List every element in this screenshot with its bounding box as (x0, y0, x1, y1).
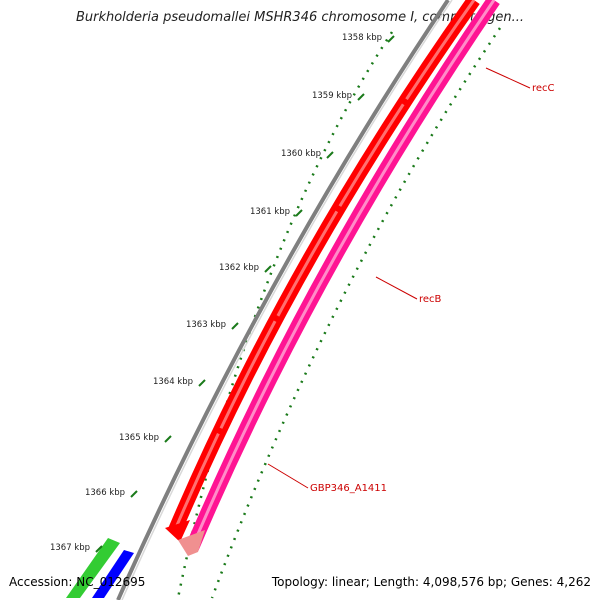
tick-label-1366: 1366 kbp (85, 488, 125, 498)
map-title: Burkholderia pseudomallei MSHR346 chromo… (75, 10, 525, 25)
tick-mark-1362 (264, 265, 272, 273)
gene-label-recC[interactable]: recC (532, 83, 555, 94)
tick-label-1363: 1363 kbp (186, 320, 226, 330)
accession-text: Accession: NC_012695 (9, 575, 146, 589)
cds-end-light (178, 530, 205, 556)
inner-ruler-dotted-line (210, 27, 502, 599)
leader-line-GBP346_A1411 (267, 463, 309, 489)
tick-layer: 1358 kbp 1359 kbp 1360 kbp 1361 kbp 1362 kbp… (50, 33, 395, 553)
gene-arrow-head (165, 520, 190, 542)
tick-mark-1360 (326, 151, 334, 159)
leader-line-recC (485, 67, 531, 89)
tick-label-1367: 1367 kbp (50, 543, 90, 553)
tick-mark-1363 (231, 322, 239, 330)
leader-line-recB (375, 276, 418, 300)
tick-label-1362: 1362 kbp (219, 263, 259, 273)
tick-label-1361: 1361 kbp (250, 207, 290, 217)
tick-mark-1366 (130, 490, 138, 498)
cds-track-pink (185, 0, 500, 551)
ruler-dotted-line (176, 31, 394, 599)
tick-mark-1364 (198, 379, 206, 387)
track-blue-feature (92, 550, 134, 598)
tick-label-1364: 1364 kbp (153, 377, 193, 387)
tick-mark-1367 (95, 545, 103, 553)
gene-label-layer: recC recB GBP346_A1411 (267, 67, 555, 494)
tick-mark-1361 (295, 209, 303, 217)
tick-mark-1365 (164, 435, 172, 443)
tick-mark-1359 (357, 93, 365, 101)
gene-label-recB[interactable]: recB (419, 294, 442, 305)
tick-label-1365: 1365 kbp (119, 433, 159, 443)
gene-label-GBP346_A1411[interactable]: GBP346_A1411 (310, 483, 387, 494)
tick-label-1360: 1360 kbp (281, 149, 321, 159)
track-green-feature (66, 538, 120, 598)
tick-label-1358: 1358 kbp (342, 33, 382, 43)
tick-label-1359: 1359 kbp (312, 91, 352, 101)
backbone-line (116, 0, 450, 600)
topology-summary-text: Topology: linear; Length: 4,098,576 bp; … (271, 575, 591, 589)
tick-mark-1358 (387, 35, 395, 43)
